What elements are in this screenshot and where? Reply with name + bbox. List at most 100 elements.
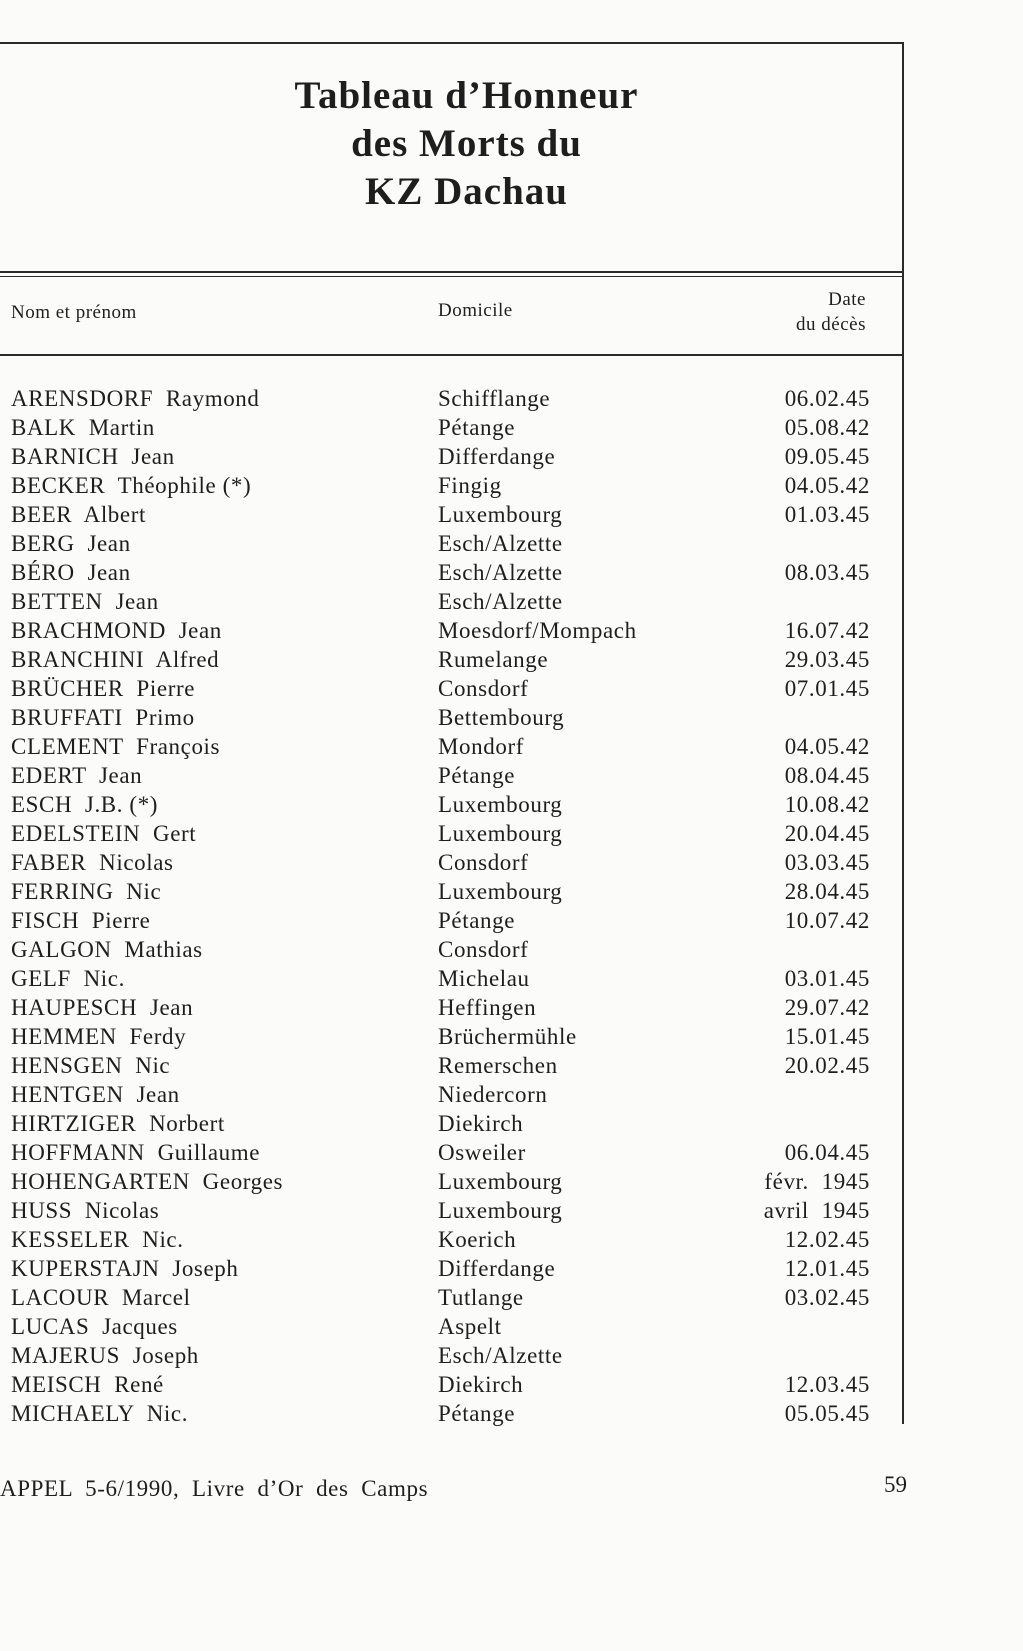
name-cell: HEMMEN Ferdy — [11, 1024, 187, 1049]
domicile-cell: Esch/Alzette — [438, 589, 563, 614]
page-title: Tableau d’Honneur des Morts du KZ Dachau — [0, 72, 903, 216]
table-row: BRANCHINI Alfred Rumelange 29.03.45 — [0, 647, 903, 676]
name-cell: BRÜCHER Pierre — [11, 676, 196, 701]
name-cell: EDERT Jean — [11, 763, 143, 788]
domicile-cell: Luxembourg — [438, 1169, 563, 1194]
name-cell: GALGON Mathias — [11, 937, 203, 962]
domicile-cell: Esch/Alzette — [438, 1343, 563, 1368]
table-row: MEISCH René Diekirch 12.03.45 — [0, 1372, 903, 1401]
date-cell: 16.07.42 — [784, 618, 870, 643]
domicile-cell: Diekirch — [438, 1111, 524, 1136]
table-row: HEMMEN Ferdy Brüchermühle 15.01.45 — [0, 1024, 903, 1053]
table-row: BALK Martin Pétange 05.08.42 — [0, 415, 903, 444]
domicile-cell: Niedercorn — [438, 1082, 548, 1107]
date-cell: 15.01.45 — [784, 1024, 870, 1049]
name-cell: HIRTZIGER Norbert — [11, 1111, 225, 1136]
domicile-cell: Consdorf — [438, 676, 529, 701]
name-cell: LACOUR Marcel — [11, 1285, 191, 1310]
page-number: 59 — [884, 1472, 907, 1497]
name-cell: LUCAS Jacques — [11, 1314, 178, 1339]
header-bottom-rule — [0, 354, 904, 356]
domicile-cell: Diekirch — [438, 1372, 524, 1397]
date-cell: 03.02.45 — [784, 1285, 870, 1310]
date-cell: 10.07.42 — [784, 908, 870, 933]
domicile-cell: Osweiler — [438, 1140, 526, 1165]
date-cell: 06.02.45 — [784, 386, 870, 411]
name-cell: MEISCH René — [11, 1372, 164, 1397]
column-header-date-line1: Date — [828, 289, 866, 310]
name-cell: GELF Nic. — [11, 966, 125, 991]
domicile-cell: Rumelange — [438, 647, 549, 672]
name-cell: MICHAELY Nic. — [11, 1401, 189, 1426]
domicile-cell: Heffingen — [438, 995, 537, 1020]
domicile-cell: Luxembourg — [438, 502, 563, 527]
domicile-cell: Michelau — [438, 966, 530, 991]
domicile-cell: Esch/Alzette — [438, 560, 563, 585]
name-cell: BALK Martin — [11, 415, 155, 440]
name-cell: MAJERUS Joseph — [11, 1343, 199, 1368]
right-border — [902, 42, 904, 1424]
date-cell: 08.04.45 — [784, 763, 870, 788]
name-cell: FISCH Pierre — [11, 908, 151, 933]
name-cell: KESSELER Nic. — [11, 1227, 184, 1252]
domicile-cell: Pétange — [438, 1401, 516, 1426]
domicile-cell: Remerschen — [438, 1053, 558, 1078]
top-border — [0, 42, 904, 44]
name-cell: BRACHMOND Jean — [11, 618, 222, 643]
table-row: GALGON Mathias Consdorf — [0, 937, 903, 966]
table-row: FABER Nicolas Consdorf 03.03.45 — [0, 850, 903, 879]
date-cell: 01.03.45 — [784, 502, 870, 527]
table-row: BRÜCHER Pierre Consdorf 07.01.45 — [0, 676, 903, 705]
name-cell: ESCH J.B. (*) — [11, 792, 159, 817]
header-top-rule — [0, 271, 904, 273]
table-row: BÉRO Jean Esch/Alzette 08.03.45 — [0, 560, 903, 589]
date-cell: 07.01.45 — [784, 676, 870, 701]
domicile-cell: Consdorf — [438, 937, 529, 962]
date-cell: 05.05.45 — [784, 1401, 870, 1426]
table-row: MAJERUS Joseph Esch/Alzette — [0, 1343, 903, 1372]
domicile-cell: Pétange — [438, 415, 516, 440]
table-row: KUPERSTAJN Joseph Differdange 12.01.45 — [0, 1256, 903, 1285]
domicile-cell: Pétange — [438, 763, 516, 788]
domicile-cell: Schifflange — [438, 386, 551, 411]
name-cell: KUPERSTAJN Joseph — [11, 1256, 239, 1281]
table-row: LUCAS Jacques Aspelt — [0, 1314, 903, 1343]
table-row: ARENSDORF Raymond Schifflange 06.02.45 — [0, 386, 903, 415]
date-cell: 08.03.45 — [784, 560, 870, 585]
name-cell: CLEMENT François — [11, 734, 221, 759]
name-cell: BRANCHINI Alfred — [11, 647, 220, 672]
name-cell: HUSS Nicolas — [11, 1198, 160, 1223]
date-cell: 04.05.42 — [784, 473, 870, 498]
domicile-cell: Koerich — [438, 1227, 517, 1252]
date-cell: 12.01.45 — [784, 1256, 870, 1281]
date-cell: 29.03.45 — [784, 647, 870, 672]
table-row: BARNICH Jean Differdange 09.05.45 — [0, 444, 903, 473]
footer-source: APPEL 5-6/1990, Livre d’Or des Camps — [0, 1476, 429, 1501]
table-row: FISCH Pierre Pétange 10.07.42 — [0, 908, 903, 937]
name-cell: FERRING Nic — [11, 879, 162, 904]
name-cell: HOHENGARTEN Georges — [11, 1169, 284, 1194]
domicile-cell: Fingig — [438, 473, 502, 498]
table-row: HENTGEN Jean Niedercorn — [0, 1082, 903, 1111]
date-cell: 05.08.42 — [784, 415, 870, 440]
date-cell: 20.04.45 — [784, 821, 870, 846]
name-cell: HAUPESCH Jean — [11, 995, 194, 1020]
column-header-domicile: Domicile — [438, 300, 513, 321]
title-line-3: KZ Dachau — [365, 170, 568, 213]
name-cell: ARENSDORF Raymond — [11, 386, 260, 411]
domicile-cell: Esch/Alzette — [438, 531, 563, 556]
column-header-date: Date du décès — [796, 287, 866, 337]
column-header-date-line2: du décès — [796, 314, 866, 335]
table-row: EDELSTEIN Gert Luxembourg 20.04.45 — [0, 821, 903, 850]
domicile-cell: Pétange — [438, 908, 516, 933]
table-row: BRACHMOND Jean Moesdorf/Mompach 16.07.42 — [0, 618, 903, 647]
table-row: BERG Jean Esch/Alzette — [0, 531, 903, 560]
table-row: HOHENGARTEN Georges Luxembourg févr. 1945 — [0, 1169, 903, 1198]
name-cell: BEER Albert — [11, 502, 146, 527]
table-row: HAUPESCH Jean Heffingen 29.07.42 — [0, 995, 903, 1024]
table-row: KESSELER Nic. Koerich 12.02.45 — [0, 1227, 903, 1256]
name-cell: BERG Jean — [11, 531, 131, 556]
table-row: HIRTZIGER Norbert Diekirch — [0, 1111, 903, 1140]
table-row: GELF Nic. Michelau 03.01.45 — [0, 966, 903, 995]
date-cell: févr. 1945 — [764, 1169, 870, 1194]
